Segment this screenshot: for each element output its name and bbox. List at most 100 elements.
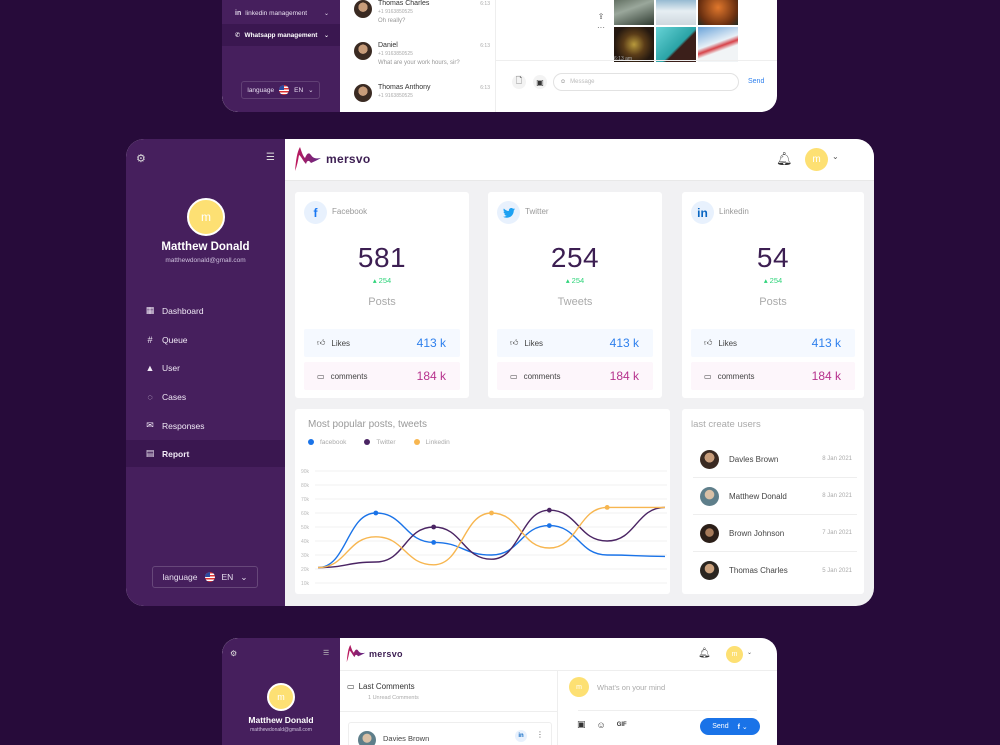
photo-thumbnail[interactable] <box>698 27 738 62</box>
photo-thumbnail[interactable] <box>614 27 654 62</box>
photo-thumbnail[interactable] <box>698 0 738 25</box>
svg-text:50k: 50k <box>301 525 310 531</box>
sidebar-item-report[interactable]: ▤ Report <box>126 440 285 467</box>
top-bar: mersvo 🔔︎ m ⌄ <box>340 638 777 671</box>
dashboard-icon: ▦ <box>145 305 155 315</box>
chart-title: Most popular posts, tweets <box>308 419 427 430</box>
data-point[interactable] <box>431 524 437 530</box>
more-options-icon[interactable]: ⋮ <box>536 730 544 739</box>
comment-icon: ▭ <box>347 682 355 691</box>
avatar: m <box>569 677 589 697</box>
delta-badge: ▴ 254 <box>372 276 392 285</box>
avatar <box>354 42 372 60</box>
comment-card[interactable]: Davies Brown in ⋮ <box>348 722 552 745</box>
sidebar-item-dashboard[interactable]: ▦ Dashboard <box>145 305 204 316</box>
chat-item[interactable]: Thomas Charles +1 9163850525 Oh really? … <box>354 0 490 24</box>
chat-app-panel-top: in linkedin management ⌄ ✆ Whatsapp mana… <box>222 0 777 112</box>
share-icon[interactable]: ⇪ <box>597 12 605 21</box>
svg-text:30k: 30k <box>301 553 310 559</box>
stat-card-linkedin: in Linkedin 54 ▴ 254 Posts 👍︎ Likes 413 … <box>682 192 864 398</box>
data-point[interactable] <box>489 510 494 516</box>
user-avatar-button[interactable]: m <box>726 646 743 663</box>
linkedin-icon: in <box>235 9 242 17</box>
chevron-down-icon: ⌄ <box>308 87 314 94</box>
collapse-menu-icon[interactable]: ☰ <box>266 152 275 163</box>
sidebar: ⚙ ☰ m Matthew Donald matthewdonald@gmall… <box>126 139 285 606</box>
profile-name: Matthew Donald <box>161 241 250 253</box>
photo-thumbnail[interactable] <box>614 0 654 25</box>
gif-button[interactable]: GIF <box>616 721 627 728</box>
sidebar: in linkedin management ⌄ ✆ Whatsapp mana… <box>222 0 340 112</box>
svg-text:20k: 20k <box>301 567 310 573</box>
data-point[interactable] <box>604 505 610 510</box>
emoji-icon[interactable]: ☺ <box>560 79 567 85</box>
sidebar-item-responses[interactable]: ✉ Responses <box>146 420 205 431</box>
comment-icon: ▭ <box>317 371 325 381</box>
chevron-down-icon[interactable]: ⌄ <box>747 650 753 656</box>
svg-text:40k: 40k <box>301 539 310 545</box>
delta-badge: ▴ 254 <box>763 276 783 285</box>
svg-text:60k: 60k <box>301 511 310 517</box>
post-input[interactable]: What's on your mind <box>597 683 666 692</box>
avatar <box>700 486 719 506</box>
more-icon[interactable]: ··· <box>597 23 605 32</box>
language-selector[interactable]: language EN ⌄ <box>241 81 320 99</box>
legend-item-facebook[interactable]: facebook <box>308 439 346 446</box>
report-dashboard-panel: ⚙ ☰ m Matthew Donald matthewdonald@gmall… <box>126 139 874 606</box>
us-flag-icon <box>279 85 290 95</box>
whatsapp-icon: ✆ <box>235 32 241 39</box>
menu-item-linkedin[interactable]: in linkedin management ⌄ <box>235 9 329 17</box>
likes-row: 👍︎ Likes 413 k <box>691 329 855 357</box>
brand-logo[interactable]: mersvo <box>346 644 403 663</box>
photo-thumbnail[interactable] <box>656 0 696 25</box>
svg-text:70k: 70k <box>301 497 310 503</box>
line-chart: 10k 20k 30k 40k 50k 60k 70k 80k 90k <box>301 469 667 587</box>
series-line-twitter <box>317 506 666 569</box>
data-point[interactable] <box>373 510 379 516</box>
user-row[interactable]: Matthew Donald 8 Jan 2021 <box>693 478 857 515</box>
send-button[interactable]: Send <box>748 78 765 85</box>
likes-row: 👍︎ Likes 413 k <box>304 329 460 357</box>
file-icon[interactable]: 🗋 <box>512 75 526 89</box>
avatar <box>700 449 719 469</box>
photo-thumbnail[interactable] <box>656 27 696 62</box>
user-row[interactable]: Thomas Charles 5 Jan 2021 <box>693 552 857 589</box>
chart-legend: facebook Twitter Linkedin <box>308 439 450 446</box>
sidebar-item-queue[interactable]: # Queue <box>126 326 285 353</box>
sidebar-item-cases[interactable]: ◌ Cases <box>126 383 285 410</box>
message-input[interactable]: ☺ Message <box>553 73 739 91</box>
conversation-pane: ⇪ ··· 6:13 am 🗋 ▣ ☺ Message Send <box>496 0 777 112</box>
chevron-down-icon[interactable]: ⌄ <box>832 152 839 161</box>
thumbs-up-icon: 👍︎ <box>704 338 713 347</box>
user-row[interactable]: Brown Johnson 7 Jan 2021 <box>693 515 857 552</box>
data-point[interactable] <box>431 540 437 545</box>
chat-item[interactable]: Daniel +1 9163850525 What are your work … <box>354 42 490 66</box>
facebook-icon: f <box>737 723 740 731</box>
chat-item[interactable]: Thomas Anthony +1 9163850525 6:13 <box>354 84 490 102</box>
user-row[interactable]: Davles Brown 8 Jan 2021 <box>693 441 857 478</box>
avatar <box>354 0 372 18</box>
image-icon[interactable]: ▣ <box>577 719 586 729</box>
collapse-menu-icon[interactable]: ☰ <box>323 650 330 657</box>
sidebar-item-user[interactable]: ▲ User <box>145 362 180 373</box>
gear-icon[interactable]: ⚙ <box>136 153 146 165</box>
bell-icon[interactable]: 🔔︎ <box>776 151 793 166</box>
menu-item-whatsapp[interactable]: ✆ Whatsapp management ⌄ <box>222 24 340 46</box>
bell-icon[interactable]: 🔔︎ <box>698 648 711 659</box>
data-point[interactable] <box>546 523 552 528</box>
sidebar: ⚙ ☰ m Matthew Donald matthewdonald@gmall… <box>222 638 340 745</box>
send-button[interactable]: Send f ⌄ <box>700 718 760 735</box>
brand-logo[interactable]: mersvo <box>294 146 371 172</box>
legend-item-linkedin[interactable]: Linkedin <box>413 439 450 446</box>
last-comments: ▭ Last Comments 1 Unread Comments Davies… <box>340 671 558 745</box>
data-point[interactable] <box>546 507 552 513</box>
gear-icon[interactable]: ⚙ <box>230 649 238 658</box>
chevron-down-icon: ⌄ <box>323 32 329 39</box>
comments-panel-bottom: ⚙ ☰ m Matthew Donald matthewdonald@gmall… <box>222 638 777 745</box>
legend-item-twitter[interactable]: Twitter <box>364 439 396 446</box>
user-avatar-button[interactable]: m <box>805 148 828 171</box>
image-icon[interactable]: ▣ <box>533 75 547 89</box>
language-selector[interactable]: language EN ⌄ <box>152 566 258 588</box>
avatar: m <box>187 198 225 236</box>
emoji-icon[interactable]: ☺ <box>596 719 606 730</box>
